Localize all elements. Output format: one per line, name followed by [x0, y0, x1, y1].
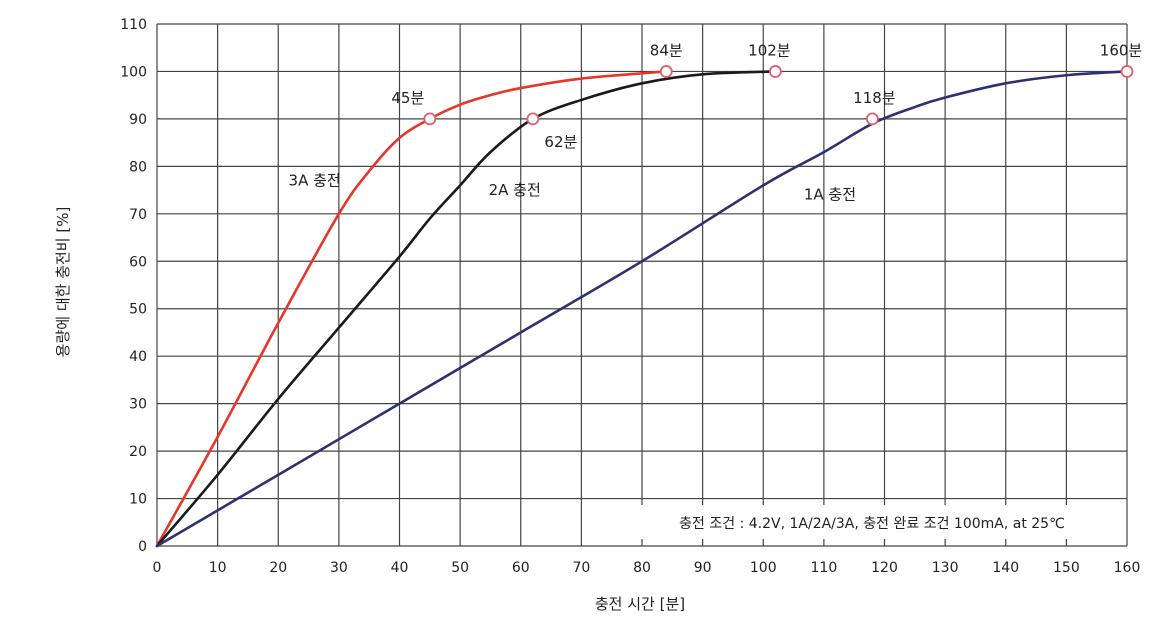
y-tick-label: 40 [129, 349, 147, 365]
x-tick-label: 80 [633, 560, 651, 576]
x-axis-title: 충전 시간 [분] [595, 595, 685, 613]
series-name-label: 1A 충전 [804, 186, 856, 204]
note-box [626, 505, 1118, 539]
x-tick-label: 50 [451, 560, 469, 576]
x-tick-label: 110 [811, 560, 838, 576]
series-line-1 [155, 70, 668, 548]
x-tick-label: 0 [153, 560, 162, 576]
label-group: 84분 102분 160분 45분 62분 118분 3A 충전 2A 충전 1A 충전 [289, 41, 1143, 203]
series-line-2 [155, 70, 777, 548]
charge-condition-note: 충전 조건 : 4.2V, 1A/2A/3A, 충전 완료 조건 100mA, … [679, 516, 1065, 532]
y-axis-title: 용량에 대한 충전비 [%] [54, 207, 72, 358]
x-tick-label: 150 [1053, 560, 1080, 576]
x-tick-label: 60 [512, 560, 530, 576]
x-tick-label: 90 [694, 560, 712, 576]
x-tick-label: 130 [932, 560, 959, 576]
x-tick-label: 30 [330, 560, 348, 576]
time-marker [1120, 65, 1134, 78]
y-tick-label: 0 [138, 539, 147, 555]
time-annotation-label: 102분 [748, 41, 791, 59]
y-tick-label: 110 [120, 17, 147, 33]
y-tick-label: 20 [129, 444, 147, 460]
time-annotation-label: 84분 [650, 41, 683, 59]
time-marker [659, 65, 673, 78]
time-marker [423, 112, 437, 126]
grid [156, 23, 1128, 547]
y-tick-label: 100 [120, 64, 147, 80]
time-marker [768, 65, 782, 78]
series-name-label: 3A 충전 [289, 171, 341, 189]
series-name-label: 2A 충전 [489, 181, 541, 199]
series-group [155, 70, 1129, 548]
y-tick-label: 90 [129, 112, 147, 128]
x-tick-label: 100 [750, 560, 777, 576]
y-tick-label: 60 [129, 254, 147, 270]
x-tick-label: 10 [209, 560, 227, 576]
x-tick-label: 140 [992, 560, 1019, 576]
y-axis-ticks: 0 10 20 30 40 50 60 70 80 90 100 110 [120, 17, 147, 555]
y-tick-label: 70 [129, 207, 147, 223]
y-tick-label: 50 [129, 302, 147, 318]
x-tick-label: 20 [269, 560, 287, 576]
x-tick-label: 160 [1114, 560, 1141, 576]
time-marker [865, 112, 879, 126]
time-annotation-label: 160분 [1100, 41, 1143, 59]
x-tick-label: 120 [871, 560, 898, 576]
time-annotation-label: 45분 [391, 89, 424, 107]
time-annotation-label: 62분 [544, 133, 577, 151]
series-line-3 [155, 70, 1129, 548]
y-tick-label: 80 [129, 159, 147, 175]
x-tick-label: 70 [572, 560, 590, 576]
y-tick-label: 10 [129, 492, 147, 508]
marker-group [423, 65, 1134, 126]
time-marker [526, 112, 540, 126]
x-tick-label: 40 [391, 560, 409, 576]
y-tick-label: 30 [129, 397, 147, 413]
time-annotation-label: 118분 [853, 89, 896, 107]
x-axis-ticks: 0 10 20 30 40 50 60 70 80 90 100 110 120 130 140 150 160 [153, 560, 1141, 576]
